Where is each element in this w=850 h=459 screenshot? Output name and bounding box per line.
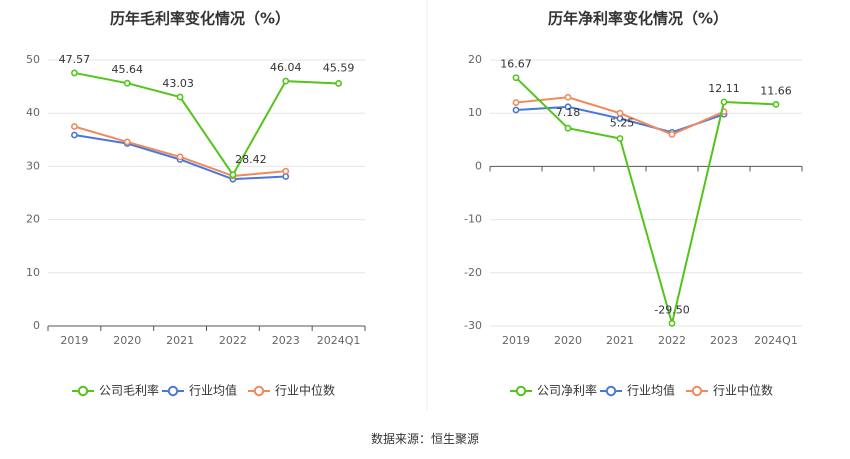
- legend-label: 行业均值: [189, 383, 237, 398]
- legend-marker: [77, 385, 89, 397]
- data-point-median[interactable]: [282, 167, 290, 175]
- data-point-company[interactable]: [720, 98, 728, 106]
- y-tick-label: 0: [475, 159, 482, 172]
- y-tick-label: 20: [26, 213, 40, 226]
- data-point-company[interactable]: [335, 80, 342, 87]
- data-label: 28.42: [235, 153, 267, 166]
- y-tick-label: 10: [468, 106, 482, 119]
- data-point-company[interactable]: [229, 171, 237, 179]
- legend-marker: [167, 385, 179, 397]
- data-label: 45.59: [323, 61, 355, 74]
- data-label: 46.04: [270, 61, 302, 74]
- data-point-median[interactable]: [123, 138, 131, 146]
- x-tick-label: 2024Q1: [317, 334, 361, 347]
- data-point-median[interactable]: [176, 153, 184, 161]
- x-tick-label: 2021: [166, 334, 194, 347]
- legend-label: 公司毛利率: [99, 383, 159, 398]
- legend-marker: [253, 385, 265, 397]
- legend-marker: [691, 385, 703, 397]
- data-point-company[interactable]: [512, 74, 520, 82]
- legend-item-company[interactable]: 公司毛利率: [72, 383, 159, 398]
- data-point-median[interactable]: [512, 99, 520, 106]
- legend-item-avg[interactable]: 行业均值: [600, 383, 675, 398]
- series-line-median: [74, 125, 286, 177]
- data-label: 43.03: [162, 77, 194, 90]
- x-tick-label: 2024Q1: [754, 334, 798, 347]
- data-label: -29.50: [654, 303, 689, 316]
- x-tick-label: 2023: [272, 334, 300, 347]
- x-tick-label: 2019: [60, 334, 88, 347]
- legend-item-median[interactable]: 行业中位数: [686, 383, 773, 398]
- legend-item-company[interactable]: 公司净利率: [510, 383, 597, 398]
- data-point-company[interactable]: [71, 69, 78, 77]
- x-tick-label: 2021: [606, 334, 634, 347]
- data-point-company[interactable]: [616, 135, 624, 142]
- data-point-company[interactable]: [564, 124, 572, 132]
- y-tick-label: -20: [464, 266, 482, 279]
- data-point-avg[interactable]: [71, 131, 78, 139]
- legend-label: 行业中位数: [713, 383, 773, 398]
- y-tick-label: 30: [26, 159, 40, 172]
- data-point-avg[interactable]: [512, 106, 520, 114]
- y-tick-label: -30: [464, 319, 482, 332]
- series-line-company: [515, 76, 777, 325]
- legend-marker: [515, 385, 527, 397]
- legend-label: 公司净利率: [537, 383, 597, 398]
- data-label: 11.66: [760, 84, 792, 97]
- y-tick-label: 50: [26, 53, 40, 66]
- x-tick-label: 2022: [219, 334, 247, 347]
- data-source: 数据来源：恒生聚源: [371, 431, 479, 446]
- data-point-avg[interactable]: [564, 103, 572, 111]
- data-label: 7.18: [556, 106, 581, 119]
- chart-title: 历年净利率变化情况（%）: [548, 10, 728, 28]
- data-point-company[interactable]: [772, 100, 780, 108]
- data-label: 5.25: [610, 116, 635, 129]
- data-point-avg[interactable]: [282, 173, 290, 180]
- data-point-median[interactable]: [71, 123, 78, 130]
- net-margin-chart: 历年净利率变化情况（%） -30 -20 -10 0 10 20 2019 2020 2021 20…: [464, 10, 803, 398]
- series-line-company: [74, 71, 339, 176]
- x-tick-label: 2023: [710, 334, 738, 347]
- gross-margin-chart: 历年毛利率变化情况（%） 0 10 20 30 40 50 2019 2020 2021 2022 2…: [26, 10, 366, 398]
- data-label: 16.67: [500, 58, 532, 71]
- data-point-company[interactable]: [123, 79, 131, 87]
- y-tick-label: 0: [33, 319, 40, 332]
- legend-label: 行业中位数: [275, 383, 335, 398]
- y-tick-label: 40: [26, 106, 40, 119]
- legend-label: 行业均值: [627, 383, 675, 398]
- y-tick-label: 20: [468, 53, 482, 66]
- data-label: 47.57: [59, 53, 91, 66]
- legend-marker: [605, 385, 617, 397]
- chart-title: 历年毛利率变化情况（%）: [110, 10, 290, 28]
- x-tick-label: 2022: [658, 334, 686, 347]
- data-point-median[interactable]: [616, 109, 624, 117]
- legend-item-median[interactable]: 行业中位数: [248, 383, 335, 398]
- data-label: 45.64: [112, 63, 144, 76]
- y-tick-label: 10: [26, 266, 40, 279]
- x-tick-label: 2020: [554, 334, 582, 347]
- x-tick-label: 2019: [502, 334, 530, 347]
- legend-item-avg[interactable]: 行业均值: [162, 383, 237, 398]
- data-point-company[interactable]: [176, 93, 184, 101]
- data-point-company[interactable]: [668, 319, 676, 327]
- data-point-company[interactable]: [282, 77, 290, 85]
- x-tick-label: 2020: [113, 334, 141, 347]
- y-tick-label: -10: [464, 213, 482, 226]
- data-label: 12.11: [708, 82, 740, 95]
- data-point-median[interactable]: [564, 93, 572, 101]
- data-point-median[interactable]: [668, 131, 676, 138]
